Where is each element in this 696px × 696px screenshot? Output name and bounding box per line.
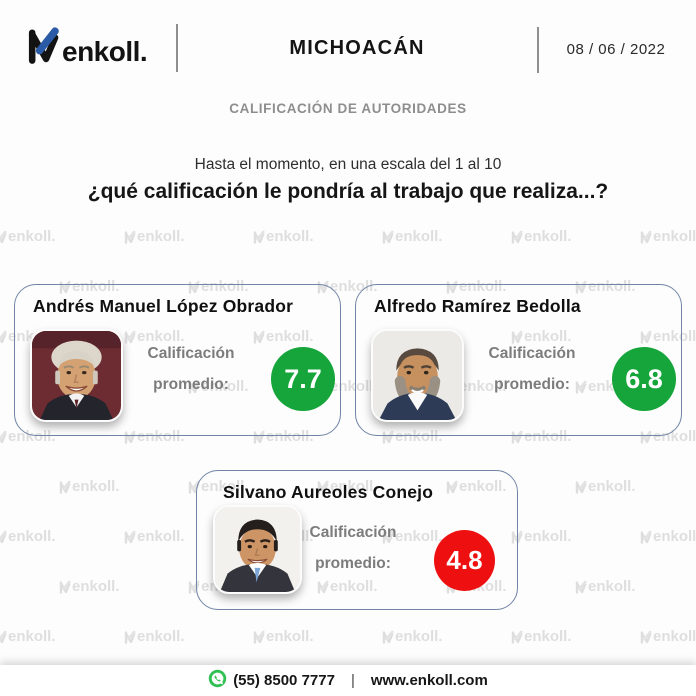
- score-label-line2: promedio:: [315, 555, 391, 572]
- score-badge: 4.8: [434, 530, 495, 591]
- score-label-line2: promedio:: [494, 376, 570, 393]
- candidate-photo: [213, 505, 302, 594]
- question-line-2: ¿qué calificación le pondría al trabajo …: [87, 180, 609, 203]
- phone-number: (55) 8500 7777: [233, 672, 335, 689]
- score-label-line1: Calificación: [147, 345, 235, 362]
- background-watermark: enkoll.: [252, 228, 314, 245]
- score-label-line2: promedio:: [153, 376, 229, 393]
- score-badge: 7.7: [271, 347, 335, 411]
- background-watermark: enkoll.: [574, 478, 636, 495]
- section-subtitle: CALIFICACIÓN DE AUTORIDADES: [229, 101, 467, 116]
- candidate-photo: [30, 329, 123, 422]
- score-label: Calificación promedio:: [131, 338, 251, 400]
- candidate-name: Andrés Manuel López Obrador: [33, 296, 294, 316]
- background-watermark: enkoll.: [0, 528, 56, 545]
- background-watermark: enkoll.: [574, 578, 636, 595]
- background-watermark: enkoll.: [58, 278, 120, 295]
- phone-contact: (55) 8500 7777: [208, 669, 335, 692]
- report-date: 08 / 06 / 2022: [566, 41, 666, 58]
- background-watermark: enkoll.: [123, 428, 185, 445]
- score-label-line1: Calificación: [488, 345, 576, 362]
- background-watermark: enkoll.: [639, 328, 696, 345]
- enkoll-logo-icon: [24, 26, 60, 69]
- whatsapp-icon: [208, 669, 227, 692]
- background-watermark: enkoll.: [510, 328, 572, 345]
- background-watermark: enkoll.: [639, 528, 696, 545]
- score-label-line1: Calificación: [309, 524, 397, 541]
- score-label: Calificación promedio:: [472, 338, 592, 400]
- background-watermark: enkoll.: [445, 478, 507, 495]
- background-watermark: enkoll.: [381, 528, 443, 545]
- background-watermark: enkoll.: [445, 278, 507, 295]
- background-watermark: enkoll.: [510, 528, 572, 545]
- background-watermark: enkoll.: [123, 628, 185, 645]
- logo-wordmark: enkoll.: [62, 36, 148, 67]
- website-url: www.enkoll.com: [370, 672, 488, 689]
- background-watermark: enkoll.: [123, 228, 185, 245]
- background-watermark: enkoll.: [574, 278, 636, 295]
- footer-separator: |: [350, 672, 355, 689]
- background-watermark: enkoll.: [123, 328, 185, 345]
- rating-card-aureoles-conejo: Silvano Aureoles Conejo Calificación: [196, 470, 518, 610]
- background-watermark: enkoll.: [316, 578, 378, 595]
- candidate-name: Alfredo Ramírez Bedolla: [374, 296, 581, 316]
- score-label: Calificación promedio:: [301, 517, 405, 579]
- background-watermark: enkoll.: [123, 528, 185, 545]
- background-watermark: enkoll.: [252, 628, 314, 645]
- background-watermark: enkoll.: [58, 478, 120, 495]
- rating-card-ramirez-bedolla: Alfredo Ramírez Bedolla Calificación pro…: [355, 284, 682, 436]
- background-watermark: enkoll.: [252, 328, 314, 345]
- background-watermark: enkoll.: [316, 478, 378, 495]
- background-watermark: enkoll.: [510, 228, 572, 245]
- background-watermark: enkoll.: [187, 278, 249, 295]
- page-title: MICHOACÁN: [289, 37, 425, 59]
- enkoll-logo: enkoll.: [24, 26, 148, 69]
- score-badge: 6.8: [612, 347, 676, 411]
- rating-card-lopez-obrador: Andrés Manuel López Obrador: [14, 284, 341, 436]
- background-watermark: enkoll.: [58, 578, 120, 595]
- candidate-photo: [371, 329, 464, 422]
- background-watermark: enkoll.: [252, 428, 314, 445]
- background-watermark: enkoll.: [510, 628, 572, 645]
- background-watermark: enkoll.: [0, 228, 56, 245]
- background-watermark: enkoll.: [0, 628, 56, 645]
- background-watermark: enkoll.: [381, 628, 443, 645]
- background-watermark: enkoll.: [639, 628, 696, 645]
- background-watermark: enkoll.: [187, 378, 249, 395]
- header-divider-right: [537, 27, 539, 73]
- question-line-1: Hasta el momento, en una escala del 1 al…: [194, 156, 502, 173]
- header-divider-left: [176, 24, 178, 72]
- background-watermark: enkoll.: [0, 428, 56, 445]
- footer-bar: (55) 8500 7777 | www.enkoll.com: [0, 665, 696, 696]
- candidate-name: Silvano Aureoles Conejo: [223, 482, 434, 502]
- background-watermark: enkoll.: [381, 228, 443, 245]
- background-watermark: enkoll.: [639, 228, 696, 245]
